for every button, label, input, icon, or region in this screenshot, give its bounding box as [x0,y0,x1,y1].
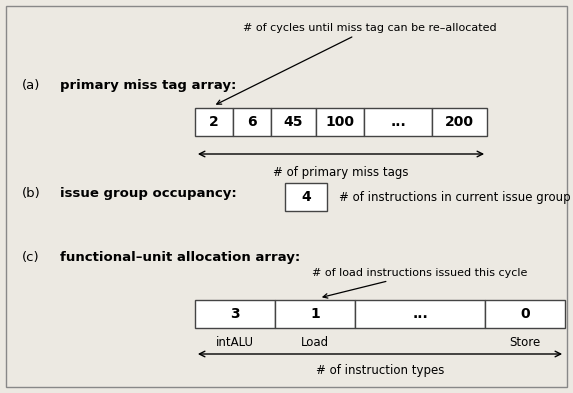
Text: 100: 100 [325,115,355,129]
Bar [271,108,316,136]
Bar [275,300,355,328]
Text: 0: 0 [520,307,530,321]
Text: Load: Load [301,336,329,349]
Text: primary miss tag array:: primary miss tag array: [60,79,237,92]
Text: # of primary miss tags: # of primary miss tags [273,166,409,179]
Bar [485,300,565,328]
Text: # of cycles until miss tag can be re–allocated: # of cycles until miss tag can be re–all… [217,23,497,104]
Bar [285,183,327,211]
Text: # of instruction types: # of instruction types [316,364,444,377]
Text: 45: 45 [284,115,303,129]
Text: (a): (a) [22,79,40,92]
Text: (b): (b) [22,187,41,200]
Text: ...: ... [412,307,428,321]
Bar [432,108,487,136]
Bar [364,108,432,136]
Text: 1: 1 [310,307,320,321]
Text: 200: 200 [445,115,474,129]
Bar [233,108,271,136]
Text: 4: 4 [301,190,311,204]
Text: Store: Store [509,336,540,349]
Bar [195,300,275,328]
Text: (c): (c) [22,252,40,264]
Bar [355,300,485,328]
Text: functional–unit allocation array:: functional–unit allocation array: [60,252,300,264]
Text: ...: ... [390,115,406,129]
Text: # of instructions in current issue group: # of instructions in current issue group [339,191,571,204]
Bar [316,108,364,136]
Text: issue group occupancy:: issue group occupancy: [60,187,237,200]
Text: 3: 3 [230,307,240,321]
Text: 2: 2 [209,115,219,129]
Text: intALU: intALU [216,336,254,349]
Text: 6: 6 [247,115,257,129]
Text: # of load instructions issued this cycle: # of load instructions issued this cycle [312,268,528,298]
Bar [195,108,233,136]
